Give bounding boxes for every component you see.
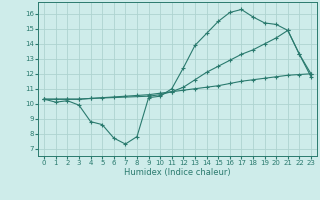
X-axis label: Humidex (Indice chaleur): Humidex (Indice chaleur)	[124, 168, 231, 177]
